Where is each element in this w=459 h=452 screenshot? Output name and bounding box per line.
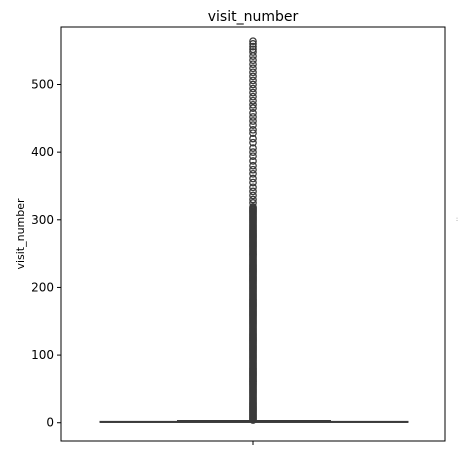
outlier-point <box>249 195 257 204</box>
outlier-point <box>249 45 257 54</box>
chart-title: visit_number <box>208 9 299 25</box>
outlier-point <box>249 169 257 178</box>
outlier-point <box>249 92 257 101</box>
outlier-point <box>249 165 257 174</box>
outlier-point <box>249 37 257 46</box>
outlier-point <box>249 148 257 156</box>
y-axis: 0 100 200 300 400 500 <box>31 78 61 430</box>
outlier-point <box>249 64 257 73</box>
outlier-point <box>249 96 257 105</box>
outlier-point <box>249 113 257 121</box>
y-tick-label: 200 <box>31 280 54 294</box>
outlier-point <box>249 125 257 134</box>
outlier-point <box>249 187 257 196</box>
outlier-point <box>249 56 257 64</box>
outlier-point <box>249 152 257 161</box>
y-axis-label: visit_number <box>14 198 27 270</box>
outlier-point <box>249 68 257 77</box>
y-tick-label: 500 <box>31 78 54 92</box>
right-edge-mark: : <box>456 216 458 223</box>
outlier-point <box>249 203 257 211</box>
outlier-point <box>249 60 257 69</box>
outlier-point <box>249 117 257 125</box>
outlier-point <box>249 174 257 183</box>
outlier-point <box>249 134 257 143</box>
outlier-point <box>249 138 257 147</box>
outlier-point <box>249 161 257 170</box>
outlier-point <box>249 100 257 109</box>
outlier-point <box>249 109 257 117</box>
plot-area <box>99 37 409 424</box>
outlier-point <box>249 178 257 187</box>
outlier-point <box>249 183 257 192</box>
outlier-point <box>249 191 257 200</box>
outlier-point <box>249 40 257 48</box>
outlier-point <box>249 48 257 56</box>
outlier-point <box>249 80 257 89</box>
outlier-point <box>249 144 257 152</box>
outlier-point <box>249 199 257 207</box>
outlier-point <box>249 129 257 138</box>
y-tick-label: 400 <box>31 145 54 159</box>
outlier-point <box>249 42 257 51</box>
outlier-point <box>249 121 257 129</box>
outlier-point <box>249 88 257 97</box>
y-tick-label: 100 <box>31 348 54 362</box>
outlier-point <box>249 104 257 113</box>
outlier-point <box>249 157 257 165</box>
y-tick-label: 0 <box>46 416 54 430</box>
outlier-point <box>249 72 257 81</box>
outlier-point <box>249 76 257 85</box>
outlier-point <box>249 84 257 93</box>
y-tick-label: 300 <box>31 213 54 227</box>
